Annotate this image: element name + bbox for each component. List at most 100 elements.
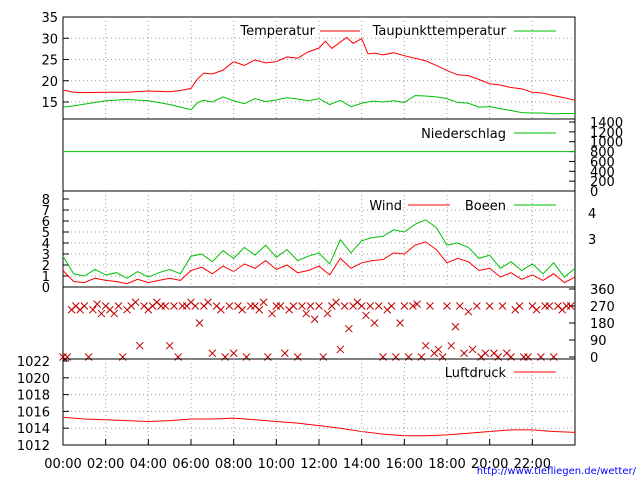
temp-tick-label: 35 <box>41 11 58 26</box>
precip-tick-label: 1000 <box>590 136 623 151</box>
wind-direction-point <box>345 324 353 333</box>
luftdruck-line <box>62 416 576 437</box>
dir-tick-label: 180 <box>590 317 615 332</box>
wind-direction-point <box>204 298 212 307</box>
pressure-tick-label: 1014 <box>17 422 50 437</box>
wind-direction-point <box>413 300 421 308</box>
wind-direction-point <box>340 302 349 310</box>
x-tick-label: 02:00 <box>87 457 124 472</box>
precip-tick-label: 1400 <box>590 116 623 131</box>
wind-direction-point <box>306 302 315 310</box>
legend-temperatur-label: Temperatur <box>239 24 315 39</box>
wind-bft-label: 3 <box>588 233 596 248</box>
wind-direction-point <box>302 309 311 318</box>
x-tick-label: 12:00 <box>300 457 337 472</box>
wind-direction-point <box>255 305 264 314</box>
wind-direction-point <box>225 302 234 310</box>
temperatur-line <box>62 36 576 101</box>
wind-direction-point <box>191 302 200 310</box>
wind-direction-point <box>93 300 101 308</box>
wind-direction-point <box>276 302 285 310</box>
wind-bft-label: 4 <box>588 207 596 222</box>
wind-direction-point <box>97 309 106 318</box>
wind-direction-point <box>165 341 174 350</box>
wind-tick-label: 4 <box>42 237 50 252</box>
legend-luftdruck-label: Luftdruck <box>445 366 507 381</box>
temp-tick-label: 15 <box>41 96 58 111</box>
wind-direction-point <box>451 322 460 331</box>
precip-tick-label: 0 <box>590 185 598 200</box>
wind-direction-point <box>135 341 144 350</box>
temp-tick-label: 30 <box>41 32 58 47</box>
wind-direction-point <box>396 319 404 327</box>
wind-direction-point <box>532 305 541 314</box>
dir-tick-label: 90 <box>590 334 607 349</box>
x-tick-label: 22:00 <box>514 457 551 472</box>
legend-taupunkt-label: Taupunkttemperatur <box>372 24 507 39</box>
wind-direction-point <box>374 302 383 310</box>
wind-direction-point <box>238 305 247 314</box>
boeen-line <box>62 219 576 279</box>
panel-wind-direction: 0 90 180 270 360 <box>59 283 615 366</box>
wind-direction-point <box>362 311 370 320</box>
panel-temperature: 15 20 25 30 35 Temperatur Taupunkttemperatur <box>41 11 576 120</box>
dir-tick-label: 0 <box>590 351 598 366</box>
wind-direction-point <box>370 319 379 327</box>
taupunkt-line <box>62 95 575 115</box>
wind-direction-point <box>114 302 123 310</box>
legend-wind-label: Wind <box>369 199 402 214</box>
wind-direction-point <box>323 309 332 318</box>
wind-tick-label: 6 <box>42 215 50 230</box>
legend-boeen-label: Boeen <box>465 199 506 214</box>
wind-direction-point <box>434 345 443 354</box>
wind-direction-point <box>298 302 306 310</box>
wind-direction-point <box>447 341 456 350</box>
wind-direction-point <box>515 302 524 310</box>
wind-tick-label: 0 <box>42 281 50 296</box>
wind-direction-point <box>387 302 396 310</box>
temp-tick-label: 20 <box>41 75 58 90</box>
wind-direction-point <box>426 302 434 310</box>
x-tick-label: 16:00 <box>386 457 423 472</box>
wind-direction-frame <box>62 286 576 360</box>
wind-direction-point <box>455 302 464 310</box>
wind-direction-point <box>336 345 345 354</box>
wind-direction-point <box>357 302 366 310</box>
x-tick-label: 10:00 <box>258 457 295 472</box>
wind-direction-point <box>131 298 140 307</box>
wind-direction-point <box>315 302 323 310</box>
precip-tick-label: 400 <box>590 165 615 180</box>
x-tick-label: 00:00 <box>44 457 81 472</box>
wind-direction-point <box>289 302 298 310</box>
pressure-tick-label: 1016 <box>17 405 50 420</box>
wind-direction-point <box>481 349 490 358</box>
wind-direction-point <box>281 349 289 358</box>
wind-direction-point <box>498 302 507 310</box>
wind-direction-point <box>400 302 409 310</box>
wind-direction-point <box>259 298 268 307</box>
wind-tick-label: 5 <box>42 226 50 241</box>
x-tick-label: 04:00 <box>130 457 167 472</box>
wind-direction-point <box>89 305 97 314</box>
wind-direction-point <box>170 302 178 310</box>
dir-tick-label: 270 <box>590 300 615 315</box>
x-tick-label: 20:00 <box>471 457 508 472</box>
pressure-tick-label: 1018 <box>17 389 50 404</box>
wind-tick-label: 1 <box>42 270 50 285</box>
wind-direction-point <box>366 302 375 310</box>
wind-direction-point <box>310 315 319 324</box>
footer-url[interactable]: http://www.tiefliegen.de/wetter/ <box>477 466 637 477</box>
dir-tick-label: 360 <box>590 283 615 298</box>
wind-direction-point <box>421 341 430 350</box>
pressure-tick-label: 1012 <box>17 439 50 454</box>
wind-direction-point <box>464 307 473 316</box>
wind-direction-point <box>195 319 204 327</box>
x-tick-label: 18:00 <box>428 457 465 472</box>
wind-tick-label: 7 <box>42 204 50 219</box>
wind-direction-point <box>460 349 468 358</box>
wind-tick-label: 8 <box>42 193 50 208</box>
x-tick-label: 14:00 <box>343 457 380 472</box>
wind-direction-point <box>409 302 417 310</box>
